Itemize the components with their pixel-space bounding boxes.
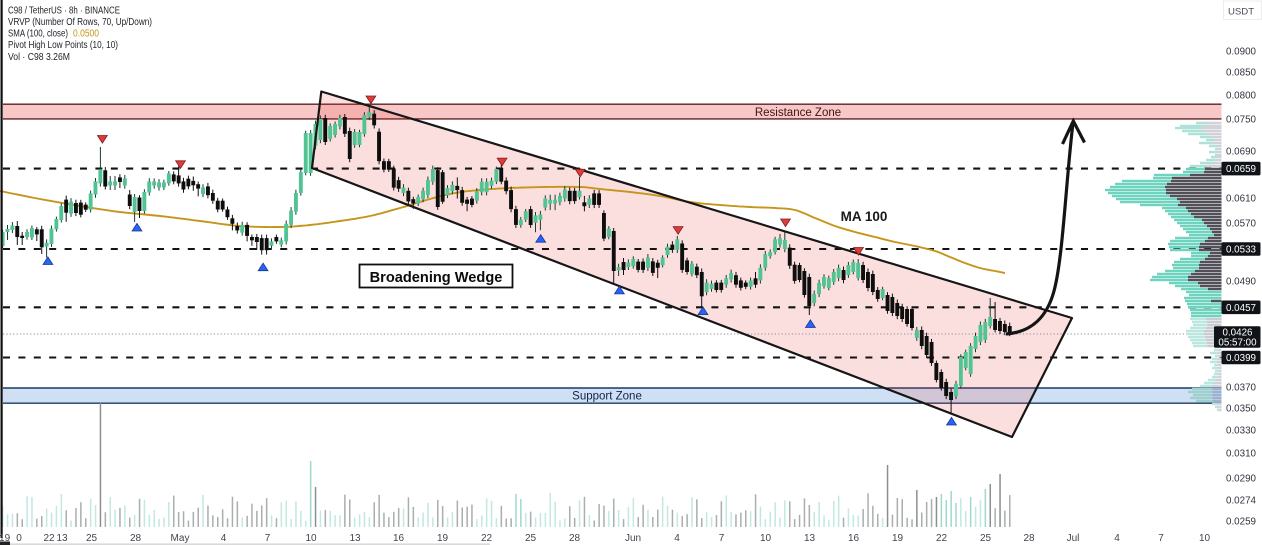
svg-text:Jul: Jul (1067, 533, 1080, 544)
svg-text:10: 10 (760, 533, 772, 544)
svg-text:Resistance Zone: Resistance Zone (755, 107, 841, 119)
svg-text:28: 28 (569, 533, 581, 544)
svg-text:MA 100: MA 100 (841, 209, 888, 224)
svg-text:19: 19 (0, 533, 11, 544)
svg-text:Support Zone: Support Zone (572, 390, 642, 402)
svg-text:Jun: Jun (625, 533, 641, 544)
svg-text:C98 / TetherUS · 8h · BINANCE: C98 / TetherUS · 8h · BINANCE (8, 5, 120, 16)
svg-text:13: 13 (56, 533, 68, 544)
svg-text:25: 25 (86, 533, 98, 544)
svg-text:0.0259: 0.0259 (1226, 516, 1256, 527)
svg-text:10: 10 (305, 533, 317, 544)
svg-text:0.0500: 0.0500 (73, 29, 99, 40)
svg-text:0.0690: 0.0690 (1226, 146, 1257, 157)
svg-text:0.0659: 0.0659 (1226, 164, 1256, 175)
svg-text:0.0610: 0.0610 (1226, 193, 1257, 204)
svg-text:0.0350: 0.0350 (1226, 403, 1257, 414)
svg-text:Pivot High Low Points (10, 10): Pivot High Low Points (10, 10) (8, 40, 118, 51)
svg-text:13: 13 (804, 533, 816, 544)
svg-text:0.0274: 0.0274 (1226, 495, 1257, 506)
svg-text:0.0290: 0.0290 (1226, 473, 1257, 484)
svg-text:0.0533: 0.0533 (1226, 245, 1257, 256)
svg-text:22: 22 (936, 533, 948, 544)
svg-text:0.0570: 0.0570 (1226, 218, 1257, 229)
svg-text:USDT: USDT (1228, 7, 1254, 18)
svg-text:0.0330: 0.0330 (1226, 425, 1257, 436)
svg-text:7: 7 (265, 533, 271, 544)
svg-text:0.0426: 0.0426 (1223, 327, 1254, 338)
svg-text:28: 28 (130, 533, 142, 544)
svg-text:4: 4 (674, 533, 680, 544)
svg-text:22: 22 (481, 533, 493, 544)
svg-text:VRVP (Number Of Rows, 70, Up/D: VRVP (Number Of Rows, 70, Up/Down) (8, 17, 152, 28)
svg-text:May: May (171, 533, 190, 544)
svg-text:0.0370: 0.0370 (1226, 382, 1257, 393)
svg-text:19: 19 (437, 533, 449, 544)
svg-text:22: 22 (43, 533, 55, 544)
svg-text:16: 16 (393, 533, 405, 544)
svg-text:SMA (100, close): SMA (100, close) (8, 29, 68, 40)
svg-text:0.0850: 0.0850 (1226, 67, 1257, 78)
svg-text:0.0750: 0.0750 (1226, 114, 1257, 125)
svg-text:13: 13 (349, 533, 361, 544)
svg-text:28: 28 (1023, 533, 1035, 544)
svg-text:7: 7 (719, 533, 725, 544)
svg-text:Vol · C98 3.26M: Vol · C98 3.26M (8, 52, 70, 63)
svg-text:0.0800: 0.0800 (1226, 90, 1257, 101)
svg-text:25: 25 (980, 533, 992, 544)
svg-text:19: 19 (892, 533, 904, 544)
svg-text:4: 4 (1114, 533, 1120, 544)
svg-text:4: 4 (221, 533, 227, 544)
svg-text:05:57:00: 05:57:00 (1218, 338, 1257, 349)
svg-text:16: 16 (848, 533, 860, 544)
svg-text:7: 7 (1158, 533, 1164, 544)
svg-text:0: 0 (16, 533, 22, 544)
svg-text:0.0399: 0.0399 (1226, 353, 1256, 364)
svg-text:Broadening Wedge: Broadening Wedge (370, 270, 503, 286)
svg-text:0.0457: 0.0457 (1226, 303, 1256, 314)
svg-text:25: 25 (525, 533, 537, 544)
svg-text:0.0900: 0.0900 (1226, 46, 1257, 57)
svg-text:0.0490: 0.0490 (1226, 276, 1257, 287)
svg-text:0.0310: 0.0310 (1226, 448, 1257, 459)
svg-text:10: 10 (1199, 533, 1211, 544)
